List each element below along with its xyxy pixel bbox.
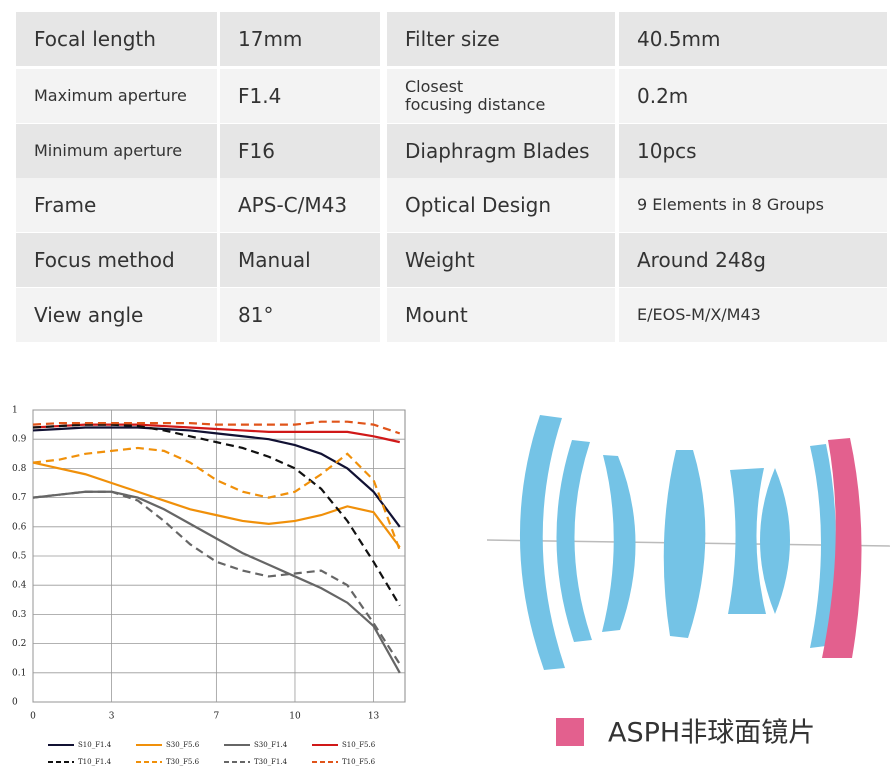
table-cell: 0.2m (619, 69, 887, 123)
legend-entry: T10_F1.4 (78, 758, 112, 766)
table-cell: Around 248g (619, 233, 887, 287)
y-tick-label: 0.1 (12, 668, 26, 678)
x-tick-label: 3 (109, 712, 115, 722)
x-tick-label: 10 (289, 712, 301, 722)
legend-entry: T30_F5.6 (166, 758, 200, 766)
table-cell: Optical Design (387, 178, 615, 232)
table-cell: Frame (16, 178, 217, 232)
legend-entry: T10_F5.6 (342, 758, 376, 766)
series-line (32, 490, 401, 674)
x-tick-label: 0 (30, 712, 36, 722)
table-cell: 9 Elements in 8 Groups (619, 178, 887, 232)
table-cell: 40.5mm (619, 12, 887, 66)
series-line (32, 446, 401, 551)
x-tick-label: 7 (214, 712, 220, 722)
table-cell: F16 (220, 124, 380, 178)
y-tick-label: 0.6 (12, 522, 27, 532)
table-cell: Maximum aperture (16, 69, 217, 123)
series-line (32, 426, 401, 528)
y-tick-label: 0.4 (12, 581, 27, 591)
table-cell: Focal length (16, 12, 217, 66)
table-cell: APS-C/M43 (220, 178, 380, 232)
y-tick-label: 0.8 (12, 464, 27, 474)
table-cell: Diaphragm Blades (387, 124, 615, 178)
legend-entry: S10_F5.6 (342, 741, 376, 749)
table-cell: E/EOS-M/X/M43 (619, 288, 887, 342)
legend-entry: S30_F1.4 (254, 741, 288, 749)
y-tick-label: 0.7 (12, 493, 27, 503)
table-cell: View angle (16, 288, 217, 342)
table-cell: Minimum aperture (16, 124, 217, 178)
table-cell: Mount (387, 288, 615, 342)
table-cell: 17mm (220, 12, 380, 66)
lens-elements (519, 415, 836, 670)
series-line (32, 423, 401, 444)
table-cell: 10pcs (619, 124, 887, 178)
x-tick-label: 13 (368, 712, 380, 722)
y-tick-label: 0.3 (12, 610, 27, 620)
y-tick-label: 0 (12, 698, 18, 708)
y-tick-label: 0.9 (12, 435, 27, 445)
series-line (32, 420, 401, 435)
legend-entry: S30_F5.6 (166, 741, 200, 749)
table-cell: Weight (387, 233, 615, 287)
asph-element (822, 438, 862, 658)
table-cell: Manual (220, 233, 380, 287)
table-cell: 81° (220, 288, 380, 342)
table-cell: F1.4 (220, 69, 380, 123)
y-tick-label: 1 (12, 406, 18, 416)
legend-label: ASPH非球面镜片 (608, 718, 815, 749)
legend-entry: T30_F1.4 (254, 758, 288, 766)
table-cell: Closest focusing distance (387, 69, 615, 123)
legend-entry: S10_F1.4 (78, 741, 112, 749)
series-line (32, 423, 401, 607)
table-cell: Focus method (16, 233, 217, 287)
legend-swatch (556, 718, 584, 746)
table-cell: Filter size (387, 12, 615, 66)
y-tick-label: 0.2 (12, 639, 26, 649)
y-tick-label: 0.5 (12, 552, 27, 562)
